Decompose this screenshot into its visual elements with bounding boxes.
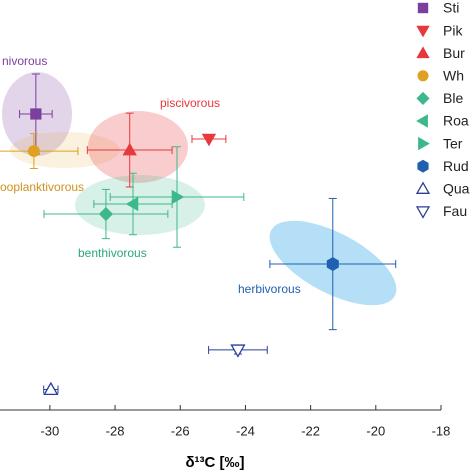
x-tick-label: -22 [301, 423, 320, 438]
annotation: ooplanktivorous [0, 180, 84, 194]
zooplanktivorous-region [10, 132, 120, 168]
legend-label: Fau [443, 203, 467, 219]
annotation: benthivorous [78, 246, 147, 260]
legend-marker [417, 70, 429, 82]
legend-marker [416, 91, 430, 105]
annotation: nivorous [2, 54, 47, 68]
piscivorous-region [88, 111, 188, 183]
marker [122, 142, 137, 156]
x-tick-label: -24 [236, 423, 255, 438]
legend-entry: Fau [415, 203, 467, 219]
legend-marker [415, 181, 431, 194]
legend-label: Ble [443, 90, 463, 106]
annotation: herbivorous [238, 282, 301, 296]
marker [98, 206, 113, 222]
x-tick-label: -28 [106, 423, 125, 438]
marker [30, 108, 42, 120]
legend-label: Ter [443, 135, 463, 151]
legend-label: Qua [443, 181, 470, 197]
x-tick-label: -18 [432, 423, 451, 438]
series [269, 197, 397, 331]
legend-label: Roa [443, 113, 469, 129]
series [43, 188, 169, 240]
legend-marker [418, 136, 430, 151]
marker [43, 381, 59, 396]
series [191, 133, 227, 147]
legend-label: Pik [443, 22, 463, 38]
series [43, 381, 59, 396]
x-axis-label: δ¹³C [‰] [185, 454, 244, 471]
series [86, 112, 173, 188]
legend-entry: Rud [417, 158, 469, 174]
series [93, 172, 173, 236]
group-regions [2, 72, 397, 306]
marker [201, 133, 217, 147]
series [19, 73, 53, 155]
legend-entry: Sti [417, 0, 459, 16]
x-tick-label: -20 [366, 423, 385, 438]
legend-label: Bur [443, 45, 465, 61]
legend-marker [416, 114, 428, 128]
marker [171, 189, 185, 205]
marker [125, 196, 139, 212]
series [208, 344, 268, 358]
legend-entry: Roa [416, 113, 469, 129]
legend-marker [416, 25, 430, 38]
annotation: piscivorous [160, 96, 220, 110]
legend-entry: Ble [416, 90, 463, 106]
series [0, 133, 79, 170]
x-tick-label: -26 [171, 423, 190, 438]
legend-label: Rud [443, 158, 469, 174]
legend-entry: Wh [417, 68, 464, 84]
legend-entry: Pik [416, 22, 463, 38]
legend-entry: Bur [416, 45, 465, 61]
marker [230, 344, 246, 358]
marker [326, 257, 339, 272]
legend-marker [417, 159, 429, 173]
x-tick-label: -30 [40, 423, 59, 438]
legend-entry: Ter [418, 135, 463, 151]
legend-label: Sti [443, 0, 459, 16]
marker [27, 145, 40, 158]
legend-marker [416, 46, 430, 59]
benthivorous-region [75, 175, 205, 235]
legend-label: Wh [443, 68, 464, 84]
legend-marker [415, 206, 431, 219]
legend-entry: Qua [415, 181, 470, 197]
series [109, 146, 245, 248]
legend-marker [417, 2, 429, 14]
